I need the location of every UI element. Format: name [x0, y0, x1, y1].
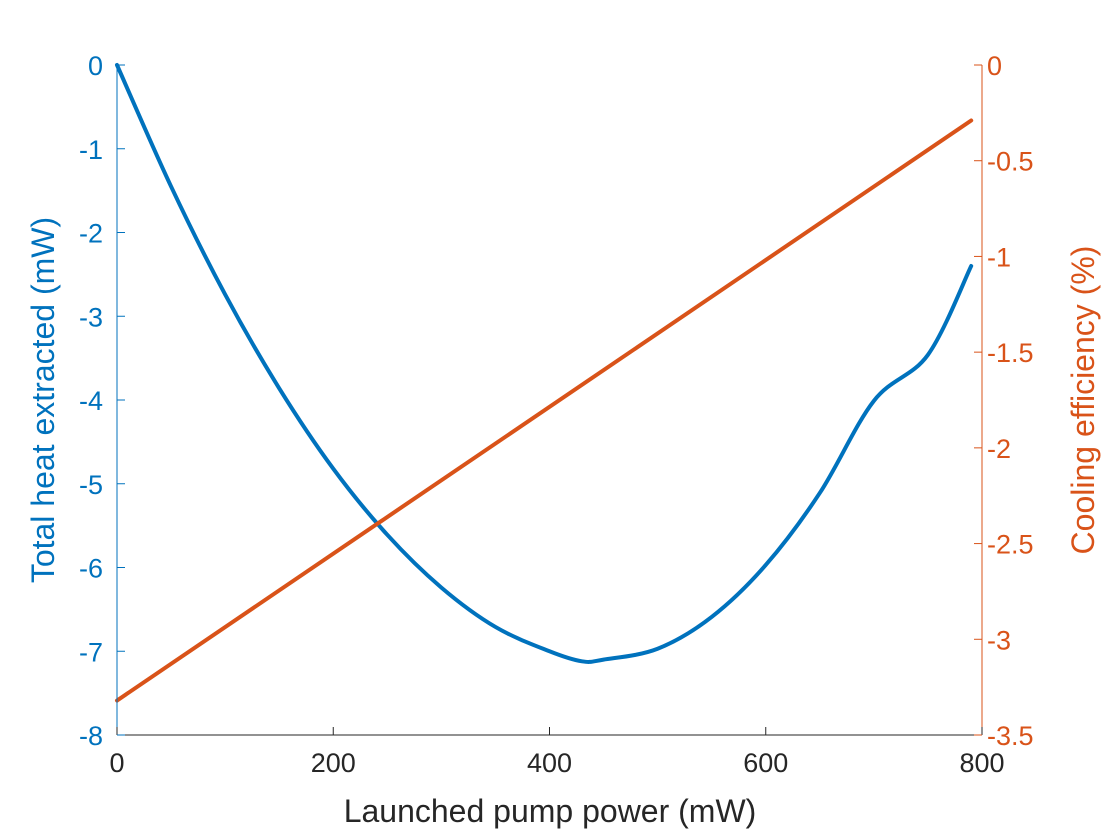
left-y-tick-label: -3	[79, 302, 103, 332]
axes	[116, 65, 983, 736]
x-tick-label: 800	[959, 748, 1004, 778]
left-y-tick-label: 0	[88, 51, 103, 81]
series-left-group	[115, 63, 974, 664]
series-right-group	[115, 118, 974, 703]
right-y-tick-label: 0	[987, 51, 1002, 81]
left-y-tick-label: -8	[79, 721, 103, 751]
left-y-tick-label: -2	[79, 219, 103, 249]
right-y-axis-title: Cooling efficiency (%)	[1065, 246, 1101, 555]
x-tick-label: 600	[743, 748, 788, 778]
right-y-tick-label: -1.5	[987, 338, 1034, 368]
left-y-tick-label: -6	[79, 554, 103, 584]
right-y-tick-label: -3	[987, 625, 1011, 655]
left-y-axis-title: Total heat extracted (mW)	[25, 217, 61, 583]
x-axis-title: Launched pump power (mW)	[344, 793, 757, 829]
x-tick-label: 0	[109, 748, 124, 778]
right-y-tick-label: -3.5	[987, 721, 1034, 751]
x-tick-label: 200	[311, 748, 356, 778]
left-y-tick-label: -5	[79, 470, 103, 500]
left-y-tick-label: -7	[79, 637, 103, 667]
left-y-ticks: 0 -1 -2 -3 -4 -5 -6 -7 -8	[79, 51, 125, 751]
right-y-ticks: 0 -0.5 -1 -1.5 -2 -2.5 -3 -3.5	[974, 51, 1034, 751]
right-y-tick-label: -2.5	[987, 530, 1034, 560]
series-line-heat	[115, 63, 974, 664]
x-ticks: 0 200 400 600 800	[109, 727, 1005, 778]
series-line-efficiency	[115, 118, 974, 703]
right-y-tick-label: -0.5	[987, 147, 1034, 177]
left-y-tick-label: -4	[79, 386, 103, 416]
left-y-tick-label: -1	[79, 135, 103, 165]
right-y-tick-label: -2	[987, 434, 1011, 464]
right-y-tick-label: -1	[987, 242, 1011, 272]
x-tick-label: 400	[527, 748, 572, 778]
